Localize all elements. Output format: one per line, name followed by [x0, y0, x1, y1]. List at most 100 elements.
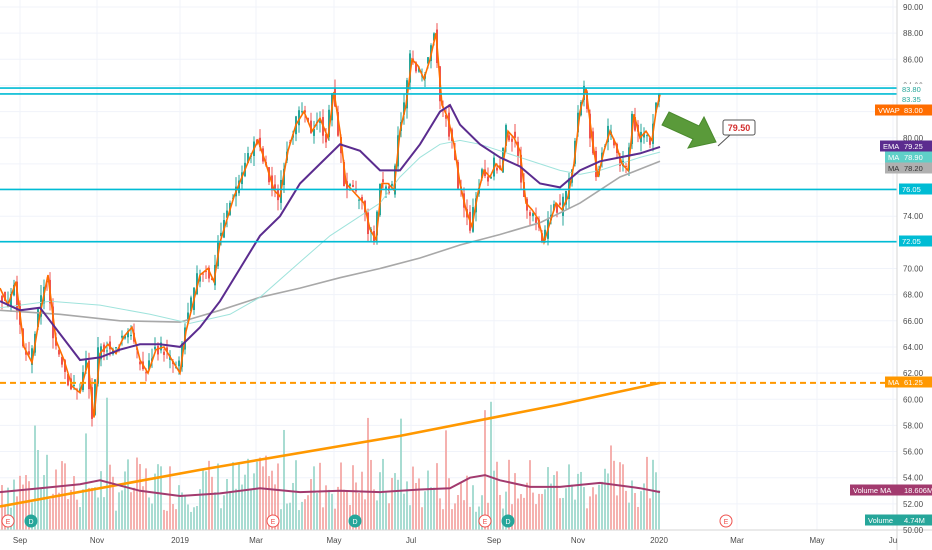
volume-bar: [355, 482, 357, 530]
volume-bar: [496, 461, 498, 530]
price-tag-value: 78.90: [904, 153, 923, 162]
price-tick-label: 64.00: [903, 343, 924, 352]
candle-body: [148, 360, 150, 370]
volume-bar: [85, 433, 87, 530]
event-marker[interactable]: [719, 514, 733, 528]
price-tick-label: 88.00: [903, 29, 924, 38]
volume-bar: [433, 487, 435, 530]
price-axis[interactable]: 90.0088.0086.0084.0082.0080.0078.0076.00…: [903, 3, 924, 535]
volume-bar: [466, 475, 468, 530]
time-axis[interactable]: Sep Nov 2019 Mar May Jul Sep Nov 2020 Mar May Ju: [13, 536, 897, 545]
candle-body: [325, 134, 327, 143]
volume-bar: [235, 488, 237, 530]
event-marker[interactable]: [266, 514, 280, 528]
volume-bar: [577, 473, 579, 530]
candle-body: [304, 110, 306, 113]
volume-bar: [589, 496, 591, 530]
volume-bar: [532, 492, 534, 530]
volume-bar: [598, 484, 600, 530]
volume-bar: [148, 497, 150, 530]
price-tag-label: Volume MA: [853, 486, 891, 495]
volume-bar: [244, 474, 246, 530]
candle-body: [565, 190, 567, 205]
candle-body: [655, 102, 657, 113]
candle-body: [121, 335, 123, 338]
volume-bar: [103, 497, 105, 530]
volume-bar: [544, 489, 546, 530]
price-tick-label: 58.00: [903, 421, 924, 430]
price-callout[interactable]: 79.50: [717, 119, 756, 147]
volume-bar: [319, 462, 321, 530]
volume-bar: [523, 497, 525, 530]
volume-bar: [145, 468, 147, 530]
event-marker[interactable]: [1, 514, 15, 528]
price-tag-value-bg: [899, 183, 932, 195]
event-marker[interactable]: [501, 514, 515, 528]
volume-bar: [304, 499, 306, 530]
volume-bar: [88, 487, 90, 530]
price-tag-value: 76.05: [902, 185, 921, 194]
event-marker[interactable]: [348, 514, 362, 528]
candle-body: [205, 271, 207, 273]
price-tag-value-bg: [901, 140, 932, 152]
event-marker[interactable]: [478, 514, 492, 528]
candle-body: [541, 233, 543, 243]
price-tick-label: 62.00: [903, 369, 924, 378]
volume-bar: [409, 505, 411, 530]
price-tag-value: 78.20: [904, 164, 923, 173]
volume-bar: [280, 509, 282, 530]
horizontal-levels[interactable]: [0, 87, 897, 384]
candle-body: [37, 308, 39, 327]
time-tick-label: Sep: [13, 536, 28, 545]
volume-bar: [628, 502, 630, 530]
volume-bar: [283, 429, 285, 530]
green-arrow-drawing[interactable]: [661, 111, 717, 149]
volume-bar: [52, 493, 54, 530]
volume-bar: [469, 506, 471, 530]
volume-bar: [592, 487, 594, 530]
candle-body: [4, 291, 6, 301]
candle-body: [97, 347, 99, 384]
candle-body: [409, 53, 411, 83]
volume-bar: [313, 466, 315, 530]
volume-bar: [91, 487, 93, 530]
volume-bar: [97, 497, 99, 530]
price-tag-label-bg: [865, 514, 901, 526]
volume-bar: [139, 464, 141, 530]
volume-bar: [397, 479, 399, 530]
volume-bar: [7, 487, 9, 530]
price-tag-label-bg: [875, 104, 901, 116]
volume-bar: [388, 503, 390, 530]
volume-bar: [55, 469, 57, 530]
volume-bar: [514, 473, 516, 530]
candle-body: [649, 137, 651, 145]
volume-bar: [499, 494, 501, 530]
long-ma-line: [0, 381, 661, 508]
volume-bar: [583, 487, 585, 530]
volume-bar: [352, 465, 354, 530]
price-tag-value: 61.25: [904, 378, 923, 387]
event-marker[interactable]: [24, 514, 38, 528]
candle-body: [58, 349, 60, 355]
candle-body: [505, 125, 507, 146]
candle-body: [358, 199, 360, 201]
price-tick-label: 90.00: [903, 3, 924, 12]
volume-bar: [259, 457, 261, 530]
volume-bar: [541, 493, 543, 530]
candle-body: [154, 346, 156, 350]
volume-bars: [1, 397, 660, 530]
candle-body: [208, 267, 210, 279]
volume-bar: [268, 476, 270, 530]
volume-bar: [217, 463, 219, 530]
candle-body: [532, 213, 534, 217]
candle-body: [130, 334, 132, 337]
candle-body: [298, 110, 300, 126]
volume-bar: [472, 485, 474, 530]
volume-bar: [655, 472, 657, 530]
ma-gray-line: [0, 160, 661, 323]
volume-bar: [322, 507, 324, 530]
candle-body: [106, 350, 108, 352]
